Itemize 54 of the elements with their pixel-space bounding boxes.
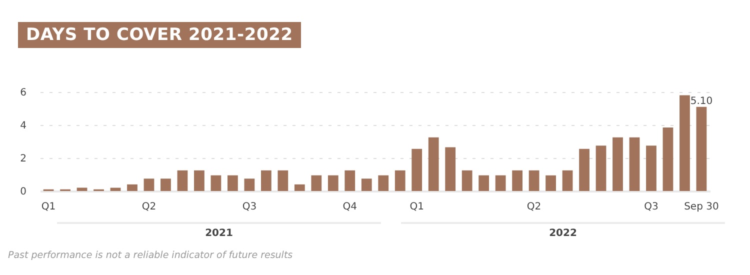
bar bbox=[278, 170, 288, 191]
x-tick-label: Q3 bbox=[644, 202, 658, 212]
bar bbox=[629, 137, 640, 191]
x-tick-label: Q1 bbox=[410, 202, 424, 212]
bar bbox=[546, 175, 556, 191]
y-tick-label: 2 bbox=[20, 154, 26, 164]
x-tick-label: Q2 bbox=[142, 202, 156, 212]
bar bbox=[260, 170, 272, 191]
bar bbox=[228, 175, 238, 191]
bar bbox=[680, 95, 690, 191]
bar bbox=[696, 106, 707, 191]
y-tick-label: 4 bbox=[20, 120, 26, 132]
bar bbox=[462, 170, 472, 191]
bar bbox=[361, 178, 372, 191]
x-tick-label: Q2 bbox=[526, 202, 542, 212]
x-tick-label: Q1 bbox=[41, 202, 56, 212]
x-tick-label: Q4 bbox=[342, 202, 358, 212]
bar bbox=[478, 175, 490, 191]
bar bbox=[394, 170, 406, 191]
bar bbox=[528, 170, 540, 191]
bar bbox=[495, 175, 506, 191]
bar bbox=[596, 146, 606, 191]
bar bbox=[177, 170, 188, 191]
bar bbox=[612, 137, 623, 191]
bar bbox=[512, 170, 522, 191]
bar bbox=[294, 184, 305, 191]
bar bbox=[428, 137, 439, 191]
bar bbox=[579, 148, 590, 191]
bar bbox=[76, 188, 88, 191]
chart-title: DAYS TO COVER 2021-2022 bbox=[18, 22, 301, 48]
bar bbox=[445, 147, 456, 191]
bar bbox=[662, 127, 674, 191]
bar bbox=[328, 175, 338, 191]
text: 2022 bbox=[401, 222, 725, 239]
y-tick-label: 0 bbox=[20, 186, 26, 198]
bar bbox=[144, 178, 154, 191]
bar bbox=[160, 178, 171, 191]
bar bbox=[378, 175, 389, 191]
bar bbox=[194, 170, 204, 191]
x-tick-label: Q3 bbox=[242, 202, 257, 212]
x-tick-label: Sep 30 bbox=[684, 202, 719, 212]
bar bbox=[210, 175, 222, 191]
bar bbox=[244, 178, 255, 191]
text: Past performance is not a reliable indicator of future results bbox=[8, 250, 293, 261]
bar bbox=[344, 170, 356, 191]
bar bbox=[646, 146, 656, 191]
bar bbox=[562, 170, 573, 191]
bar bbox=[311, 175, 322, 191]
bar bbox=[110, 188, 121, 191]
bar bbox=[127, 184, 138, 191]
y-tick-label: 6 bbox=[20, 88, 26, 98]
data-label: 5.10 bbox=[690, 96, 713, 107]
text: 2021 bbox=[57, 222, 381, 239]
bar bbox=[412, 148, 422, 191]
